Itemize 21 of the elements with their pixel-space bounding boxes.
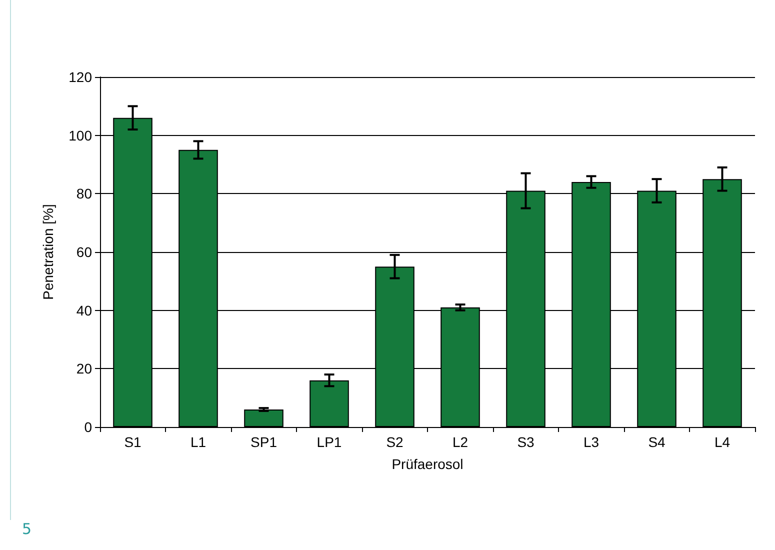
x-tick-label: S2 [386, 434, 404, 450]
y-tick-label: 60 [76, 244, 92, 260]
x-tick-label: SP1 [250, 434, 278, 450]
x-tick-label: L3 [583, 434, 600, 450]
text: 5 [22, 520, 32, 538]
y-tick-label: 40 [76, 302, 92, 318]
x-tick-label: S1 [124, 434, 142, 450]
y-tick-label: 120 [68, 69, 92, 85]
y-tick-label: 100 [68, 127, 92, 144]
x-tick-label: L4 [714, 434, 730, 450]
x-tick-label: L1 [190, 434, 206, 450]
x-axis-title: Prüfaerosol [392, 456, 464, 472]
y-axis-title: Penetration [%] [40, 204, 56, 300]
x-tick-label: S3 [517, 434, 535, 450]
bar [244, 410, 284, 427]
y-tick-label: 0 [84, 419, 92, 435]
x-tick-label: LP1 [316, 434, 342, 450]
y-tick-label: 80 [76, 186, 92, 202]
x-tick-label: L2 [452, 434, 468, 450]
x-tick-label: S4 [648, 434, 666, 450]
y-tick-label: 20 [76, 360, 92, 377]
